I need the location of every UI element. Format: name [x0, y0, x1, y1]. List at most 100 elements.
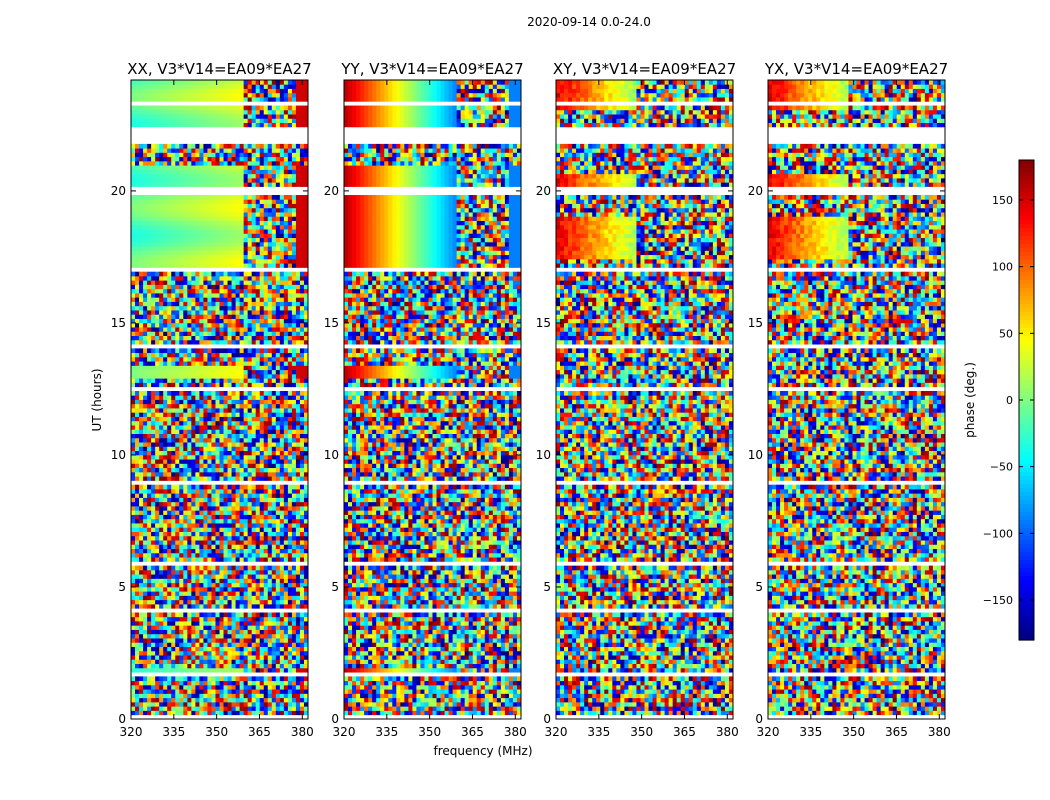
y-tick-label: 0: [118, 712, 126, 726]
colorbar-segment: [1019, 444, 1034, 449]
colorbar-segment: [1019, 376, 1034, 381]
colorbar-segment: [1019, 584, 1034, 589]
panel-title: XX, V3*V14=EA09*EA27: [127, 60, 311, 78]
colorbar-segment: [1019, 232, 1034, 237]
heatmap-cells-xy: [556, 80, 734, 716]
colorbar-segment: [1019, 228, 1034, 233]
colorbar-segment: [1019, 364, 1034, 369]
colorbar-segment: [1019, 524, 1034, 529]
colorbar-segment: [1019, 472, 1034, 477]
colorbar-segment: [1019, 260, 1034, 265]
colorbar-segment: [1019, 368, 1034, 373]
colorbar-segment: [1019, 404, 1034, 409]
x-tick-label: 380: [928, 725, 951, 739]
colorbar-segment: [1019, 620, 1034, 625]
colorbar-segment: [1019, 288, 1034, 293]
colorbar-segment: [1019, 440, 1034, 445]
colorbar-segment: [1019, 216, 1034, 221]
colorbar-segment: [1019, 204, 1034, 209]
colorbar-segment: [1019, 508, 1034, 513]
colorbar-segment: [1019, 284, 1034, 289]
colorbar-segment: [1019, 436, 1034, 441]
panel-xy: XY, V3*V14=EA09*EA27 320 335 350 365 380 0 5 10 1…: [536, 60, 739, 739]
colorbar-segment: [1019, 512, 1034, 517]
colorbar-segment: [1019, 192, 1034, 197]
colorbar-segment: [1019, 580, 1034, 585]
y-tick-label: 15: [324, 316, 339, 330]
colorbar-segment: [1019, 616, 1034, 621]
x-tick-label: 380: [291, 725, 314, 739]
colorbar-segment: [1019, 624, 1034, 629]
colorbar-segment: [1019, 392, 1034, 397]
x-tick-label: 335: [375, 725, 398, 739]
x-tick-label: 335: [587, 725, 610, 739]
y-tick-label: 5: [543, 580, 551, 594]
colorbar-segment: [1019, 172, 1034, 177]
x-tick-label: 350: [418, 725, 441, 739]
x-tick-label: 365: [248, 725, 271, 739]
colorbar-tick-label: 150: [992, 194, 1013, 207]
colorbar-segment: [1019, 628, 1034, 633]
colorbar-segment: [1019, 468, 1034, 473]
colorbar-segment: [1019, 212, 1034, 217]
colorbar-segment: [1019, 544, 1034, 549]
colorbar-segment: [1019, 476, 1034, 481]
y-tick-label: 10: [111, 448, 126, 462]
colorbar-segment: [1019, 500, 1034, 505]
colorbar-segment: [1019, 416, 1034, 421]
panel-frame: [555, 79, 734, 720]
colorbar-segment: [1019, 252, 1034, 257]
panel-yy: YY, V3*V14=EA09*EA27 320 335 350 365 380 0 5 10 1…: [324, 60, 527, 739]
colorbar-segment: [1019, 240, 1034, 245]
x-axis-label: frequency (MHz): [433, 744, 532, 758]
colorbar-segment: [1019, 592, 1034, 597]
y-tick-label: 5: [118, 580, 126, 594]
colorbar-segment: [1019, 384, 1034, 389]
colorbar-segment: [1019, 424, 1034, 429]
colorbar-segment: [1019, 236, 1034, 241]
colorbar-segment: [1019, 600, 1034, 605]
colorbar-tick-label: 50: [999, 327, 1013, 340]
colorbar-segment: [1019, 412, 1034, 417]
colorbar-segment: [1019, 160, 1034, 165]
x-tick-label: 365: [461, 725, 484, 739]
colorbar-segment: [1019, 340, 1034, 345]
colorbar-segment: [1019, 356, 1034, 361]
colorbar-segment: [1019, 196, 1034, 201]
colorbar: 150 100 50 0 −50 −100 −150: [983, 159, 1035, 641]
y-tick-label: 20: [324, 184, 339, 198]
colorbar-tick-label: 0: [1006, 394, 1013, 407]
colorbar-segment: [1019, 300, 1034, 305]
colorbar-segment: [1019, 372, 1034, 377]
colorbar-segment: [1019, 556, 1034, 561]
colorbar-segment: [1019, 488, 1034, 493]
colorbar-segment: [1019, 484, 1034, 489]
colorbar-segment: [1019, 200, 1034, 205]
colorbar-segment: [1019, 332, 1034, 337]
colorbar-segment: [1019, 612, 1034, 617]
y-tick-label: 5: [755, 580, 763, 594]
colorbar-segment: [1019, 312, 1034, 317]
colorbar-segment: [1019, 548, 1034, 553]
heatmap-cells-xx: [131, 80, 309, 716]
x-tick-label: 350: [842, 725, 865, 739]
y-tick-label: 0: [543, 712, 551, 726]
x-tick-label: 380: [504, 725, 527, 739]
y-tick-label: 15: [111, 316, 126, 330]
colorbar-segment: [1019, 480, 1034, 485]
panel-frame: [343, 79, 522, 720]
x-tick-label: 335: [162, 725, 185, 739]
heatmap-cells-yy: [344, 80, 522, 716]
colorbar-segment: [1019, 536, 1034, 541]
colorbar-segment: [1019, 572, 1034, 577]
y-tick-label: 5: [331, 580, 339, 594]
colorbar-segment: [1019, 292, 1034, 297]
colorbar-segment: [1019, 224, 1034, 229]
colorbar-segment: [1019, 516, 1034, 521]
figure-suptitle: 2020-09-14 0.0-24.0: [527, 15, 651, 29]
colorbar-segment: [1019, 464, 1034, 469]
y-tick-label: 20: [536, 184, 551, 198]
colorbar-segment: [1019, 280, 1034, 285]
colorbar-tick-label: −50: [990, 461, 1013, 474]
